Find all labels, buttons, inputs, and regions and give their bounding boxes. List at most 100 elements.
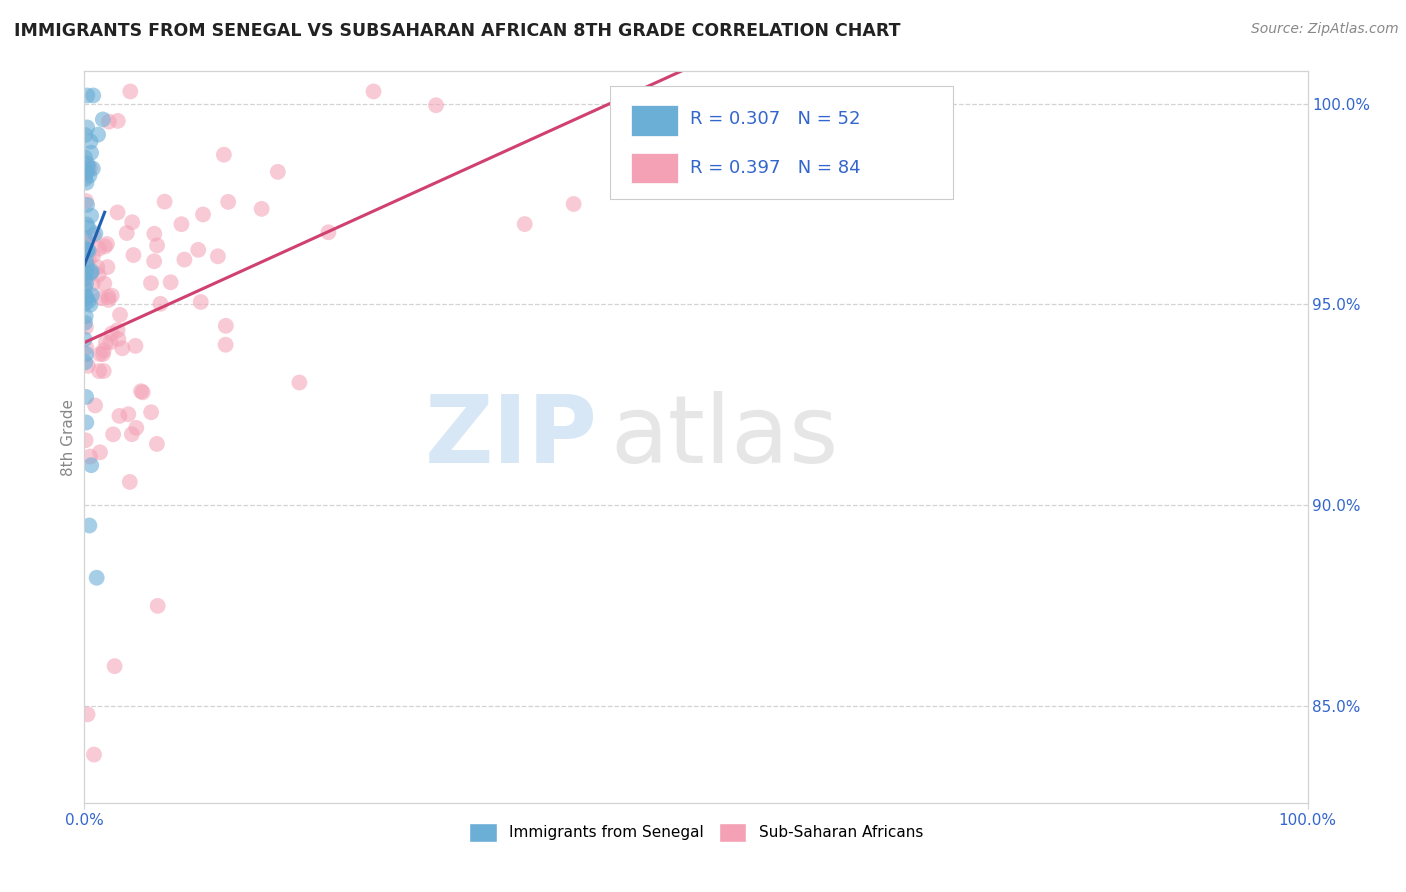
Point: [122, 248, 145, 262]
Point: [75, 164, 97, 178]
Point: [79, 135, 101, 149]
Point: [146, 437, 169, 451]
Point: [143, 227, 166, 241]
Point: [118, 475, 141, 489]
Point: [124, 339, 146, 353]
Point: [75, 236, 97, 251]
Point: [76, 290, 98, 304]
Point: [83, 747, 105, 762]
Point: [82, 277, 104, 291]
Point: [131, 385, 153, 400]
Point: [100, 288, 122, 302]
Point: [77, 252, 100, 267]
Point: [73, 150, 96, 164]
Point: [73, 316, 96, 330]
FancyBboxPatch shape: [610, 86, 953, 200]
Point: [217, 194, 239, 209]
Point: [76, 218, 98, 232]
Point: [77, 160, 100, 174]
Point: [87, 242, 110, 256]
Point: [212, 147, 235, 161]
Point: [82, 228, 104, 243]
Point: [80, 266, 103, 280]
Point: [107, 114, 129, 128]
Point: [87, 268, 110, 282]
Point: [79, 298, 101, 312]
Point: [77, 244, 100, 258]
Point: [80, 209, 103, 223]
Point: [117, 407, 139, 421]
Point: [84, 399, 107, 413]
Point: [73, 230, 96, 244]
Point: [111, 341, 134, 355]
Point: [73, 297, 96, 311]
Point: [75, 416, 97, 430]
Point: [76, 176, 98, 190]
Point: [75, 320, 97, 334]
Point: [75, 290, 97, 304]
Point: [80, 264, 103, 278]
Point: [288, 376, 311, 390]
Point: [79, 450, 101, 464]
Point: [82, 248, 104, 262]
Point: [513, 217, 536, 231]
Point: [80, 145, 103, 160]
Point: [76, 120, 98, 135]
Point: [97, 114, 120, 128]
Point: [76, 707, 98, 722]
Point: [97, 293, 120, 307]
Point: [76, 165, 98, 179]
Point: [97, 290, 120, 304]
Point: [73, 280, 96, 294]
Point: [87, 128, 110, 142]
Point: [100, 335, 122, 350]
Text: R = 0.307   N = 52: R = 0.307 N = 52: [690, 110, 860, 128]
Point: [120, 85, 142, 99]
Point: [82, 88, 104, 103]
Legend: Immigrants from Senegal, Sub-Saharan Africans: Immigrants from Senegal, Sub-Saharan Afr…: [463, 817, 929, 847]
Point: [89, 347, 111, 361]
Point: [94, 335, 117, 350]
Point: [214, 337, 236, 351]
Point: [93, 343, 115, 358]
Text: ZIP: ZIP: [425, 391, 598, 483]
Point: [146, 599, 169, 613]
Point: [125, 421, 148, 435]
Point: [215, 318, 238, 333]
Point: [76, 259, 98, 273]
Point: [79, 161, 101, 175]
Y-axis label: 8th Grade: 8th Grade: [60, 399, 76, 475]
Point: [129, 384, 152, 399]
Point: [562, 197, 585, 211]
Text: R = 0.397   N = 84: R = 0.397 N = 84: [690, 159, 860, 177]
Point: [107, 323, 129, 337]
Point: [75, 272, 97, 286]
Point: [91, 347, 114, 361]
Point: [425, 98, 447, 112]
Point: [75, 194, 97, 208]
Point: [87, 364, 110, 378]
Point: [75, 347, 97, 361]
Point: [77, 220, 100, 235]
Point: [76, 156, 98, 170]
Point: [75, 309, 97, 323]
Point: [75, 128, 97, 142]
Point: [80, 288, 103, 302]
Point: [104, 659, 127, 673]
Point: [149, 297, 172, 311]
Point: [363, 85, 385, 99]
Text: IMMIGRANTS FROM SENEGAL VS SUBSAHARAN AFRICAN 8TH GRADE CORRELATION CHART: IMMIGRANTS FROM SENEGAL VS SUBSAHARAN AF…: [14, 22, 901, 40]
Point: [77, 294, 100, 309]
Point: [94, 239, 117, 253]
Point: [75, 266, 97, 280]
Point: [146, 238, 169, 252]
Point: [250, 202, 273, 216]
Point: [76, 198, 98, 212]
Point: [75, 341, 97, 355]
Point: [139, 276, 162, 290]
Point: [170, 217, 193, 231]
Point: [207, 249, 229, 263]
Point: [75, 434, 97, 448]
Point: [93, 364, 115, 378]
Point: [79, 518, 101, 533]
